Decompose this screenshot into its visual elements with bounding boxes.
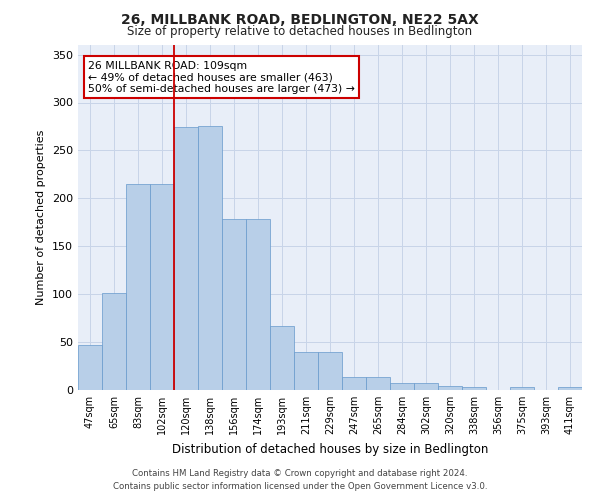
Bar: [222, 220, 246, 390]
Bar: [150, 184, 174, 390]
Bar: [270, 326, 294, 390]
Bar: [174, 128, 198, 390]
Bar: [246, 220, 270, 390]
Bar: [462, 387, 486, 390]
X-axis label: Distribution of detached houses by size in Bedlington: Distribution of detached houses by size …: [172, 442, 488, 456]
Text: Contains HM Land Registry data © Crown copyright and database right 2024.
Contai: Contains HM Land Registry data © Crown c…: [113, 470, 487, 491]
Bar: [318, 352, 342, 390]
Text: 26, MILLBANK ROAD, BEDLINGTON, NE22 5AX: 26, MILLBANK ROAD, BEDLINGTON, NE22 5AX: [121, 12, 479, 26]
Bar: [414, 384, 438, 390]
Bar: [102, 293, 126, 390]
Text: Size of property relative to detached houses in Bedlington: Size of property relative to detached ho…: [127, 25, 473, 38]
Bar: [78, 345, 102, 390]
Bar: [342, 376, 366, 390]
Bar: [294, 352, 318, 390]
Bar: [390, 384, 414, 390]
Bar: [558, 387, 582, 390]
Bar: [366, 376, 390, 390]
Y-axis label: Number of detached properties: Number of detached properties: [37, 130, 46, 305]
Text: 26 MILLBANK ROAD: 109sqm
← 49% of detached houses are smaller (463)
50% of semi-: 26 MILLBANK ROAD: 109sqm ← 49% of detach…: [88, 60, 355, 94]
Bar: [510, 387, 534, 390]
Bar: [198, 126, 222, 390]
Bar: [438, 386, 462, 390]
Bar: [126, 184, 150, 390]
